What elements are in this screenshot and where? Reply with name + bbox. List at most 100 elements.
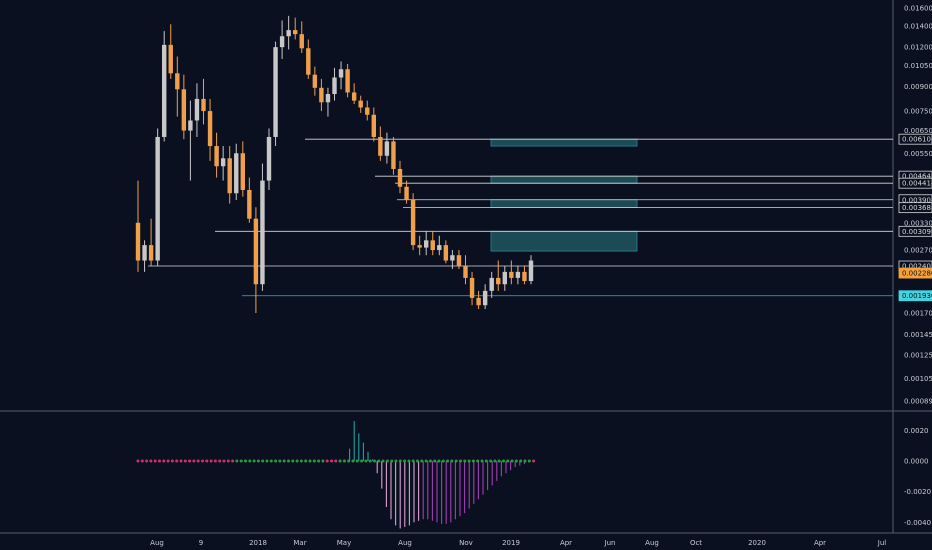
momentum-dot [158,459,161,463]
oscillator-axis-label: 0.0000 [904,457,929,465]
momentum-dot [218,459,222,463]
momentum-dot [523,459,527,463]
momentum-dot [416,459,419,463]
bull-candle [450,255,455,261]
momentum-dot [201,459,204,463]
bear-candle [391,141,396,169]
time-axis-label: Mar [293,539,306,547]
bear-candle [227,158,232,194]
time-axis-label: 2018 [249,539,267,547]
momentum-dot [467,459,471,463]
bear-candle [293,30,298,35]
momentum-dot [428,459,432,463]
supply-zone-rect [490,230,638,252]
momentum-dot [381,459,385,463]
bull-candle [338,69,344,78]
momentum-dot [183,459,187,463]
bear-candle [496,277,501,285]
momentum-dot [317,459,321,463]
momentum-dot [209,459,213,463]
oscillator-axis[interactable]: 0.0020 0.0000 -0.0020 -0.0040 [904,427,931,527]
momentum-dot [261,459,265,463]
momentum-dot [213,459,217,463]
momentum-dot [338,459,342,463]
bear-candle [522,271,527,282]
bull-candle [515,271,521,278]
bull-candle [194,98,200,121]
momentum-dot [364,459,368,463]
bear-candle [469,277,475,298]
momentum-dot [351,459,355,463]
supply-zone-rect [490,199,638,208]
momentum-dot [175,459,179,463]
bear-candle [175,73,180,90]
momentum-dot [325,459,329,463]
momentum-dot [459,459,462,463]
momentum-dot [334,459,338,463]
bear-candle [463,266,468,278]
time-axis-label: Oct [690,539,702,547]
momentum-dot [274,459,278,463]
momentum-dot [368,459,372,463]
momentum-dot [420,459,424,463]
supply-zone-rect [490,175,638,184]
momentum-dot [308,459,312,463]
momentum-dot [471,459,475,463]
bear-candle [312,74,318,88]
momentum-dot [527,459,531,463]
momentum-dot [403,459,407,463]
bear-candle [168,44,173,74]
price-tag-label: 0.003099 [902,228,932,236]
momentum-dot [269,459,273,463]
momentum-dot [304,459,308,463]
price-tag-box [898,133,932,145]
bull-candle [266,136,272,181]
momentum-dot [450,459,454,463]
momentum-dot [497,459,501,463]
price-tag-box [898,290,932,302]
momentum-dot [493,459,497,463]
bear-candle [181,89,187,131]
momentum-dot [437,459,441,463]
bear-candle [509,271,514,278]
bear-candle [148,245,154,261]
price-tag-box [898,225,932,237]
bear-candle [207,111,213,147]
time-axis-label: 2019 [502,539,520,547]
momentum-dot [166,459,170,463]
momentum-dot [226,459,230,463]
momentum-dot [299,459,303,463]
bull-candle [155,136,160,261]
bull-candle [188,120,193,131]
oscillator-axis-label: 0.0020 [904,427,929,435]
momentum-dot [510,459,514,463]
momentum-dot [433,459,437,463]
momentum-dot [398,459,402,463]
time-axis-label: Nov [459,539,473,547]
momentum-dot [239,459,243,463]
momentum-dot [136,459,140,463]
momentum-dot [377,459,381,463]
bear-candle [201,98,206,112]
bear-candle [456,255,462,267]
time-axis[interactable]: Aug 9 2018 Mar May Aug Nov 2019 Apr Jun Aug Oct 2020… [150,539,886,547]
momentum-dot [188,459,192,463]
momentum-dot [145,459,149,463]
time-axis-label: Aug [398,539,412,547]
bull-candle [384,141,390,156]
momentum-dot [205,459,209,463]
bear-candle [240,153,245,190]
bear-candle [358,100,363,108]
momentum-dot [312,459,316,463]
bear-candle [430,240,435,251]
momentum-dot [480,459,484,463]
